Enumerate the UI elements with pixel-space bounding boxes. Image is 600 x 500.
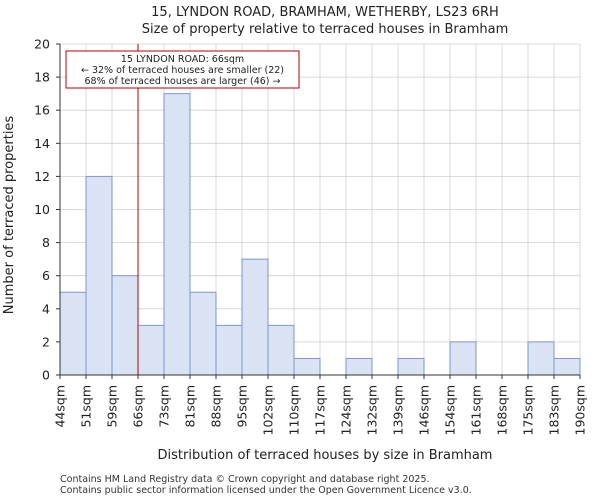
x-tick-label-175sqm: 175sqm <box>521 385 536 435</box>
y-tick-label-9: 18 <box>34 70 50 85</box>
annotation-line-3: 68% of terraced houses are larger (46) → <box>85 76 281 87</box>
x-tick-label-146sqm: 146sqm <box>417 385 432 435</box>
y-tick-label-7: 14 <box>34 136 50 151</box>
y-tick-label-10: 20 <box>34 37 50 52</box>
bar-73sqm <box>163 93 191 376</box>
x-tick-label-73sqm: 73sqm <box>157 385 172 428</box>
annotation-border <box>65 50 300 89</box>
x-tick-label-81sqm: 81sqm <box>183 385 198 428</box>
bar-44sqm <box>59 291 87 376</box>
bar-51sqm <box>85 175 113 376</box>
bar-124sqm <box>345 357 373 376</box>
y-tick-label-5: 10 <box>34 202 50 217</box>
y-tick-label-3: 6 <box>42 268 50 283</box>
y-tick-label-8: 16 <box>34 103 50 118</box>
chart-title-line-2: Size of property relative to terraced ho… <box>142 22 509 37</box>
bars <box>59 93 581 376</box>
x-tick-label-161sqm: 161sqm <box>469 385 484 435</box>
annotation-line-1: 15 LYNDON ROAD: 66sqm <box>121 54 244 65</box>
bar-183sqm <box>553 357 581 376</box>
x-tick-label-59sqm: 59sqm <box>105 385 120 428</box>
footer-line-2: Contains public sector information licen… <box>60 485 472 496</box>
x-tick-label-124sqm: 124sqm <box>339 385 354 435</box>
x-tick-label-102sqm: 102sqm <box>261 385 276 435</box>
annotation-line-2: ← 32% of terraced houses are smaller (22… <box>81 65 284 76</box>
x-tick-label-183sqm: 183sqm <box>547 385 562 435</box>
x-tick-label-132sqm: 132sqm <box>365 385 380 435</box>
x-tick-label-154sqm: 154sqm <box>443 385 458 435</box>
bar-66sqm <box>137 324 165 376</box>
y-axis-label: Number of terraced properties <box>2 116 17 315</box>
bar-102sqm <box>267 324 295 376</box>
x-tick-label-66sqm: 66sqm <box>131 385 146 428</box>
x-tick-label-110sqm: 110sqm <box>287 385 302 435</box>
bar-175sqm <box>527 341 555 376</box>
y-tick-label-1: 2 <box>42 334 50 349</box>
x-axis-label: Distribution of terraced houses by size … <box>158 448 493 463</box>
y-tick-label-0: 0 <box>42 368 50 383</box>
y-tick-label-6: 12 <box>34 169 50 184</box>
x-tick-label-44sqm: 44sqm <box>53 385 68 428</box>
x-tick-label-190sqm: 190sqm <box>573 385 588 435</box>
footer-line-1: Contains HM Land Registry data © Crown c… <box>60 474 430 485</box>
x-tick-label-117sqm: 117sqm <box>313 385 328 435</box>
bar-139sqm <box>397 357 425 376</box>
bar-110sqm <box>293 357 321 376</box>
x-tick-labels: 44sqm 51sqm 59sqm 66sqm 73sqm 81sqm 88sqm 95sqm… <box>53 375 588 435</box>
y-tick-labels: 0 2 4 6 8 10 12 14 16 18 20 <box>34 37 60 383</box>
bar-81sqm <box>189 291 217 376</box>
bar-95sqm <box>241 258 269 376</box>
x-tick-label-168sqm: 168sqm <box>495 385 510 435</box>
bar-59sqm <box>111 275 139 376</box>
x-tick-label-139sqm: 139sqm <box>391 385 406 435</box>
bar-154sqm <box>449 341 477 376</box>
y-tick-label-2: 4 <box>42 301 50 316</box>
x-tick-label-51sqm: 51sqm <box>79 385 94 428</box>
bar-88sqm <box>215 324 243 376</box>
x-tick-label-95sqm: 95sqm <box>235 385 250 428</box>
y-tick-label-4: 8 <box>42 235 50 250</box>
chart-title-line-1: 15, LYNDON ROAD, BRAMHAM, WETHERBY, LS23… <box>151 5 499 20</box>
annotation-box: 15 LYNDON ROAD: 66sqm ← 32% of terraced … <box>65 50 300 89</box>
x-tick-label-88sqm: 88sqm <box>209 385 224 428</box>
